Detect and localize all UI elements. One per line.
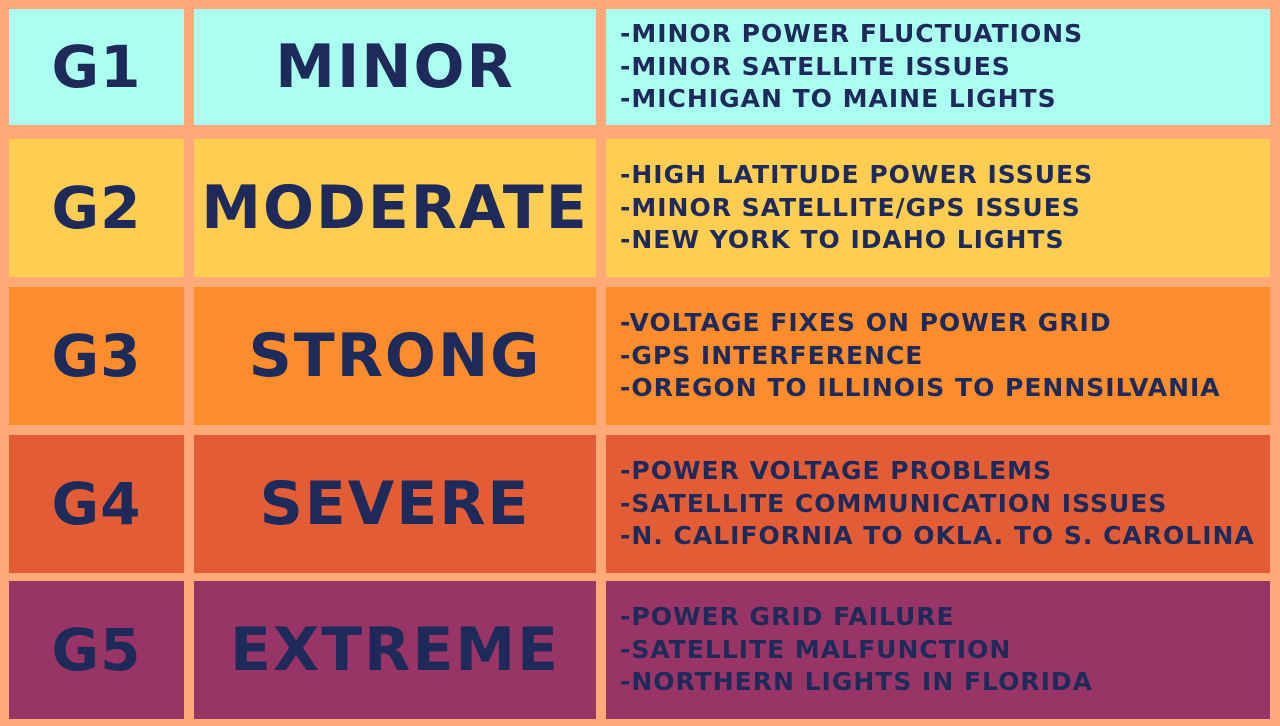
level-name-cell: MINOR xyxy=(194,9,596,125)
effects-cell: -POWER VOLTAGE PROBLEMS -SATELLITE COMMU… xyxy=(606,435,1270,573)
level-name-cell: STRONG xyxy=(194,287,596,425)
effects-cell: -HIGH LATITUDE POWER ISSUES -MINOR SATEL… xyxy=(606,139,1270,277)
effect-item: -VOLTAGE FIXES ON POWER GRID xyxy=(620,308,1112,338)
storm-level-row-g3: G3 STRONG -VOLTAGE FIXES ON POWER GRID -… xyxy=(0,287,1280,425)
level-code-cell: G2 xyxy=(9,139,184,277)
storm-level-row-g1: G1 MINOR -MINOR POWER FLUCTUATIONS -MINO… xyxy=(0,9,1280,125)
effect-item: -MINOR SATELLITE/GPS ISSUES xyxy=(620,192,1081,222)
effect-item: -MICHIGAN TO MAINE LIGHTS xyxy=(620,84,1057,114)
effect-item: -N. CALIFORNIA TO OKLA. TO S. CAROLINA xyxy=(620,521,1255,551)
effect-item: -SATELLITE COMMUNICATION ISSUES xyxy=(620,488,1168,518)
effect-item: -GPS INTERFERENCE xyxy=(620,340,924,370)
effect-item: -MINOR POWER FLUCTUATIONS xyxy=(620,19,1084,49)
effect-item: -NORTHERN LIGHTS IN FLORIDA xyxy=(620,667,1093,697)
level-code-cell: G5 xyxy=(9,581,184,719)
storm-level-row-g5: G5 EXTREME -POWER GRID FAILURE -SATELLIT… xyxy=(0,581,1280,719)
level-name-cell: EXTREME xyxy=(194,581,596,719)
effect-item: -MINOR SATELLITE ISSUES xyxy=(620,51,1011,81)
effect-item: -HIGH LATITUDE POWER ISSUES xyxy=(620,160,1094,190)
level-name-cell: SEVERE xyxy=(194,435,596,573)
effect-item: -SATELLITE MALFUNCTION xyxy=(620,634,1012,664)
level-code-cell: G1 xyxy=(9,9,184,125)
effect-item: -POWER VOLTAGE PROBLEMS xyxy=(620,456,1053,486)
effects-cell: -POWER GRID FAILURE -SATELLITE MALFUNCTI… xyxy=(606,581,1270,719)
effect-item: -POWER GRID FAILURE xyxy=(620,602,955,632)
effects-cell: -VOLTAGE FIXES ON POWER GRID -GPS INTERF… xyxy=(606,287,1270,425)
level-name-cell: MODERATE xyxy=(194,139,596,277)
effect-item: -NEW YORK TO IDAHO LIGHTS xyxy=(620,225,1065,255)
level-code-cell: G4 xyxy=(9,435,184,573)
level-code-cell: G3 xyxy=(9,287,184,425)
effects-cell: -MINOR POWER FLUCTUATIONS -MINOR SATELLI… xyxy=(606,9,1270,125)
storm-level-row-g4: G4 SEVERE -POWER VOLTAGE PROBLEMS -SATEL… xyxy=(0,435,1280,573)
effect-item: -OREGON TO ILLINOIS TO PENNSILVANIA xyxy=(620,373,1221,403)
storm-level-row-g2: G2 MODERATE -HIGH LATITUDE POWER ISSUES … xyxy=(0,139,1280,277)
